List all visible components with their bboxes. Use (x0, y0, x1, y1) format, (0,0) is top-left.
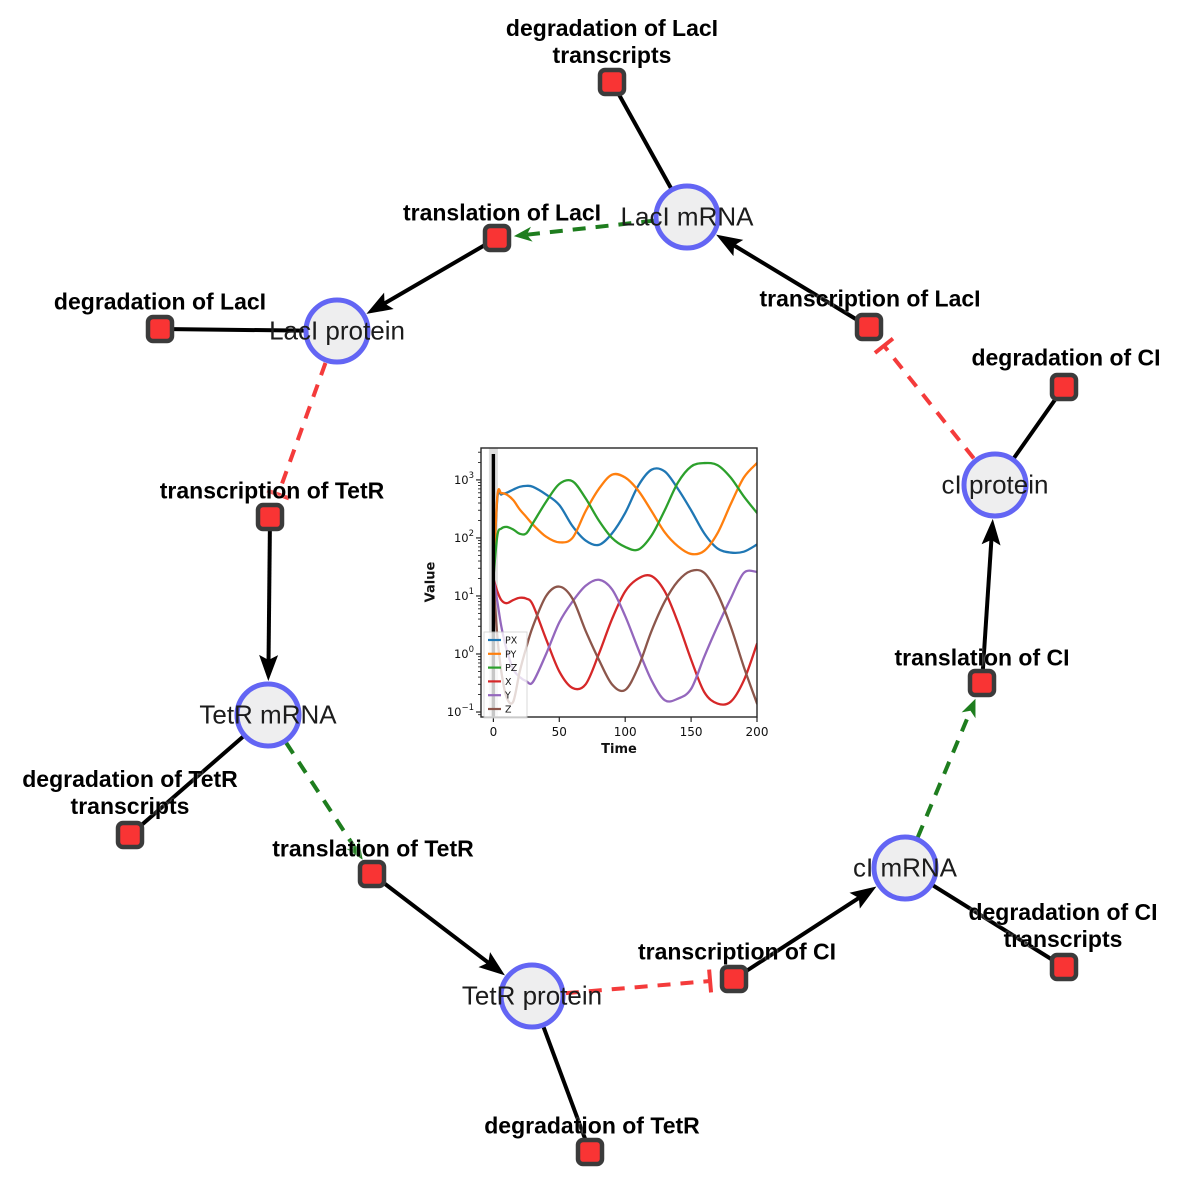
edge-tc_laci-laci_mrna-arrowhead (716, 234, 744, 257)
edge-tc_ci-ci_mrna (744, 894, 863, 974)
edge-tetr_mrna-deg_tetr_tr (138, 735, 245, 828)
edge-tetr_protein-tc_ci-tbar (707, 969, 714, 993)
chart-x-tick-label: 150 (680, 725, 703, 739)
species-node-ci_protein (961, 451, 1029, 519)
reaction-node-tc_ci (719, 964, 749, 994)
edge-laci_mrna-tl_laci-arrowhead (513, 226, 533, 242)
chart-x-tick-label: 0 (490, 725, 498, 739)
edge-tetr_protein-tc_ci (565, 979, 711, 996)
edge-ci_mrna-tl_ci-arrowhead (961, 698, 976, 719)
legend-label-PX: PX (505, 636, 518, 647)
edge-tc_tetr-tetr_mrna-arrowhead (259, 654, 279, 682)
edge-tl_tetr-tetr_protein-arrowhead (478, 952, 505, 976)
species-node-ci_mrna (871, 834, 939, 902)
reaction-node-tl_tetr (357, 859, 387, 889)
edge-laci_protein-tc_tetr-tbar (266, 488, 290, 501)
edge-tetr_mrna-tl_tetr (284, 741, 358, 851)
chart-legend-box (483, 631, 528, 719)
chart-series-PX (492, 467, 757, 580)
chart-x-axis-label: Time (601, 742, 637, 757)
reaction-node-tl_ci (967, 668, 997, 698)
chart-x-tick-label: 100 (614, 725, 637, 739)
chart-y-tick-label: 100 (454, 645, 474, 661)
species-node-laci_protein (303, 297, 371, 365)
edge-tc_tetr-tetr_mrna (266, 530, 272, 664)
edge-laci_protein-tc_tetr (276, 362, 328, 496)
edge-ci_mrna-tl_ci (915, 709, 973, 839)
edge-ci_protein-tc_laci (882, 344, 976, 460)
edge-tetr_protein-deg_tetr (541, 1026, 588, 1141)
species-node-laci_mrna (653, 183, 721, 251)
inset-chart: 0 50 100 150 200 103 102 101 100 10−1 PX PY PZ X Y Z Ti… (410, 430, 770, 770)
inset-chart-plot: 0 50 100 150 200 103 102 101 100 10−1 PX PY PZ XYZ (447, 447, 769, 739)
species-node-tetr_mrna (234, 681, 302, 749)
reaction-node-deg_tetr_tr (115, 820, 145, 850)
chart-y-tick-label: 10−1 (447, 703, 474, 719)
reaction-node-deg_laci_tr (597, 67, 627, 97)
reaction-node-deg_laci (145, 314, 175, 344)
chart-series-PZ (492, 461, 757, 580)
reaction-node-tc_laci (854, 312, 884, 342)
reaction-node-deg_tetr (575, 1137, 605, 1167)
reaction-node-tl_laci (482, 223, 512, 253)
edge-tl_laci-laci_protein-arrowhead (366, 292, 394, 314)
chart-y-axis-label: Value (423, 561, 439, 603)
edge-ci_protein-tc_laci-tbar (873, 337, 895, 355)
edge-tl_tetr-tetr_protein (381, 880, 492, 967)
edge-tc_ci-ci_mrna-arrowhead (849, 886, 877, 909)
edge-ci_protein-deg_ci (1012, 396, 1059, 460)
chart-axes-frame (480, 447, 758, 718)
chart-y-tick-label: 101 (454, 587, 474, 603)
edge-laci_mrna-deg_laci_tr (616, 92, 673, 190)
chart-y-tick-label: 103 (454, 471, 474, 487)
edge-tl_laci-laci_protein (380, 243, 486, 307)
chart-series-PY (492, 461, 757, 580)
edge-laci_mrna-tl_laci (525, 218, 655, 237)
legend-label-Z: Z (505, 705, 512, 716)
edge-tl_ci-ci_protein (980, 536, 994, 670)
edge-laci_protein-deg_laci (172, 327, 305, 333)
reaction-node-deg_ci (1049, 372, 1079, 402)
chart-y-tick-label: 102 (454, 529, 474, 545)
chart-x-tick-label: 200 (746, 725, 769, 739)
edge-tl_ci-ci_protein-arrowhead (981, 518, 1001, 546)
chart-x-tick-label: 50 (552, 725, 567, 739)
reaction-node-tc_tetr (255, 502, 285, 532)
reaction-node-deg_ci_tr (1049, 952, 1079, 982)
edge-ci_mrna-deg_ci_tr (931, 883, 1055, 962)
legend-label-X: X (505, 677, 512, 688)
legend-label-PY: PY (505, 649, 517, 660)
edge-tetr_mrna-tl_tetr-arrowhead (346, 840, 363, 860)
edge-tc_laci-laci_mrna (730, 242, 859, 322)
species-node-tetr_protein (498, 962, 566, 1030)
chart-series-X (492, 574, 757, 706)
legend-label-PZ: PZ (505, 663, 518, 674)
legend-label-Y: Y (504, 691, 511, 702)
